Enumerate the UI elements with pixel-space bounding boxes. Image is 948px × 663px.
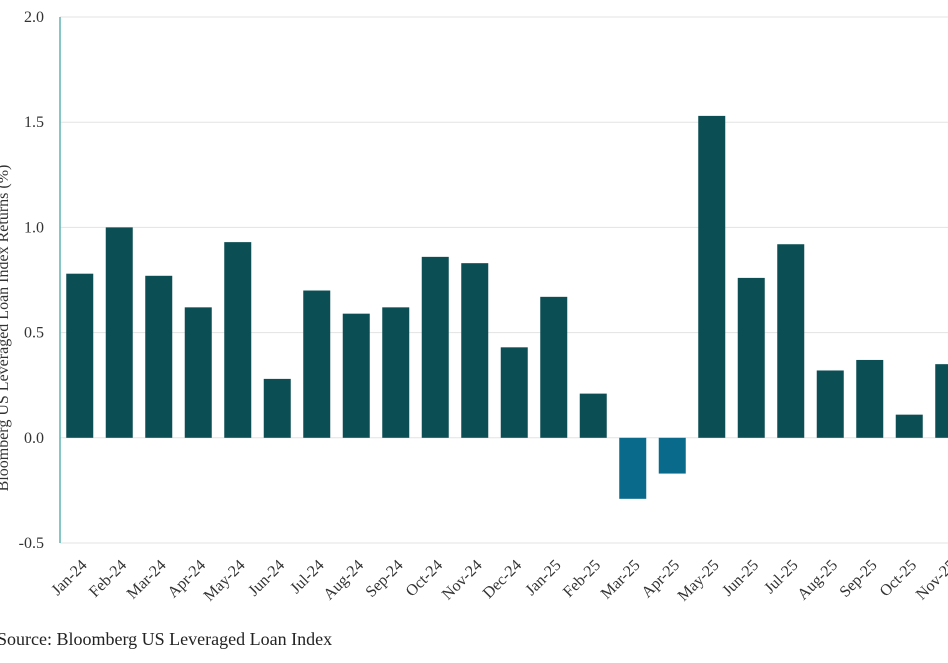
bar	[66, 273, 94, 438]
y-axis-label: Bloomberg US Leveraged Loan Index Return…	[0, 165, 12, 492]
x-tick-label: Oct-25	[877, 557, 920, 600]
y-tick-label: 2.0	[24, 9, 44, 26]
x-tick-label: Nov-24	[439, 557, 486, 604]
y-tick-label: 1.5	[24, 114, 44, 131]
bar	[895, 414, 923, 438]
bar	[500, 347, 528, 438]
bar	[105, 227, 133, 438]
x-tick-label: Mar-25	[598, 557, 644, 603]
bar	[145, 275, 173, 438]
x-tick-label: Feb-24	[86, 557, 130, 601]
bar	[224, 242, 252, 438]
bar	[303, 290, 331, 438]
bar	[935, 364, 948, 438]
bar	[777, 244, 805, 438]
bar	[856, 359, 884, 438]
bar	[737, 277, 765, 438]
x-tick-label: Nov-25	[913, 557, 948, 604]
x-tick-label: Jun-25	[719, 557, 762, 600]
bar	[816, 370, 844, 438]
x-tick-label: May-25	[675, 557, 723, 605]
bar	[658, 437, 686, 474]
y-tick-label: 0.0	[24, 430, 44, 447]
x-tick-label: Sep-24	[363, 557, 407, 601]
y-tick-label: -0.5	[19, 535, 44, 552]
bar	[184, 307, 212, 438]
bar	[698, 115, 726, 438]
x-tick-label: Mar-24	[124, 557, 170, 603]
bar	[540, 296, 568, 438]
x-tick-label: Dec-24	[480, 557, 525, 602]
x-tick-label: Jan-25	[522, 557, 564, 599]
bar	[342, 313, 370, 438]
x-tick-label: Oct-24	[403, 557, 446, 600]
x-tick-label: May-24	[201, 557, 249, 605]
bar	[263, 378, 291, 438]
bar	[619, 437, 647, 499]
x-tick-label: Sep-25	[837, 557, 881, 601]
x-tick-label: Jun-24	[245, 557, 288, 600]
y-tick-label: 1.0	[24, 219, 44, 236]
bar	[579, 393, 607, 438]
bar	[382, 307, 410, 438]
x-tick-label: Feb-25	[560, 557, 604, 601]
x-tick-label: Jan-24	[48, 557, 90, 599]
bar	[421, 256, 449, 438]
x-tick-label: Aug-25	[794, 557, 841, 604]
y-tick-label: 0.5	[24, 325, 44, 342]
bar	[461, 263, 489, 438]
source: Source: Bloomberg US Leveraged Loan Inde…	[0, 629, 332, 649]
x-tick-label: Aug-24	[320, 557, 367, 604]
